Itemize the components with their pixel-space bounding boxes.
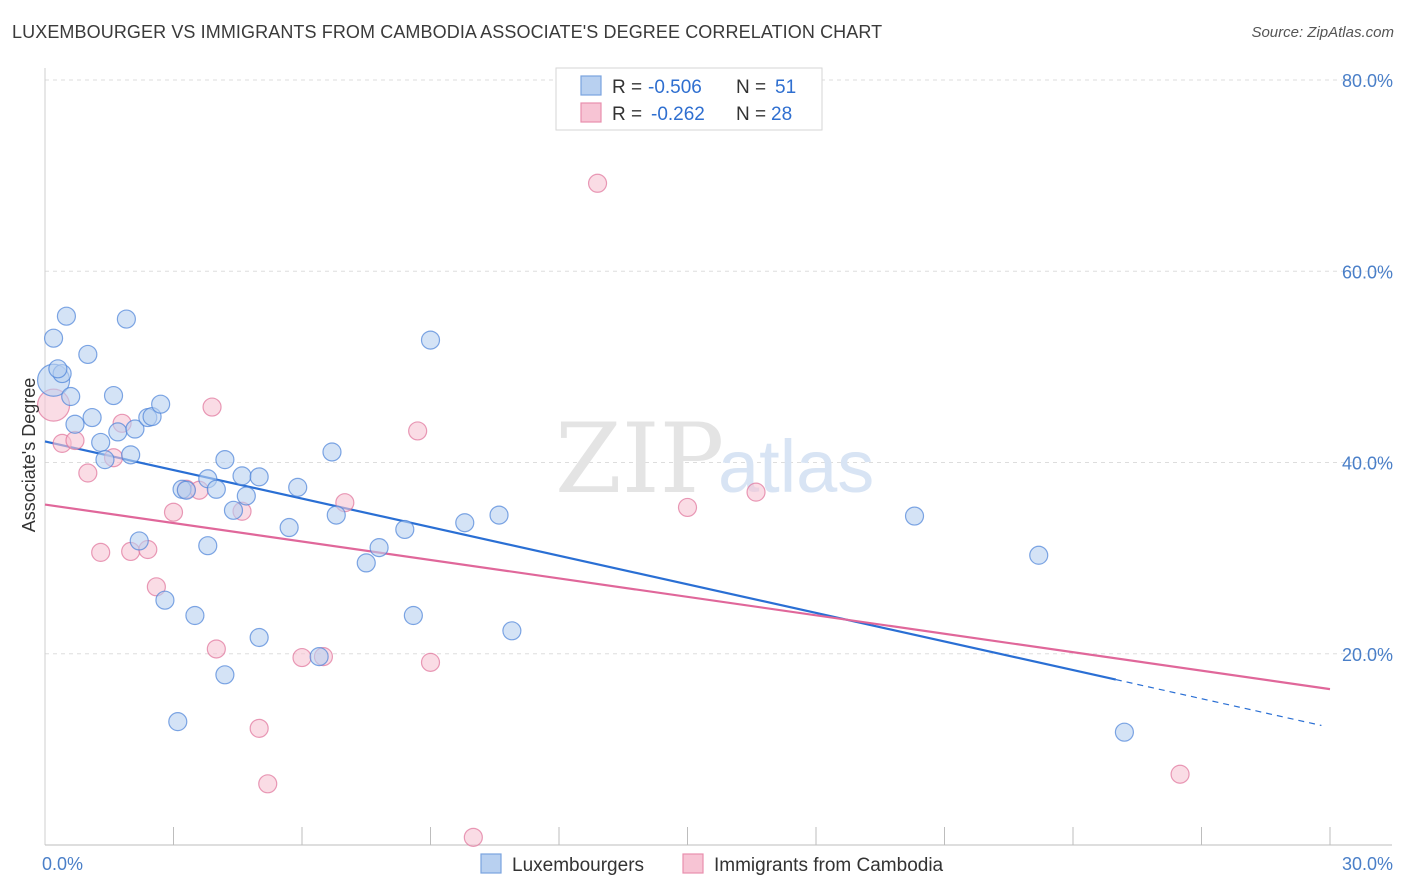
luxembourger-point-20 bbox=[168, 712, 188, 732]
series-legend: Luxembourgers Immigrants from Cambodia bbox=[480, 853, 944, 876]
luxembourger-point-36 bbox=[309, 647, 329, 667]
watermark-atlas: atlas bbox=[718, 425, 874, 508]
cambodia-point-18 bbox=[292, 647, 312, 668]
cambodia-point-9 bbox=[146, 577, 166, 597]
luxembourger-point-38 bbox=[326, 505, 346, 525]
luxembourger-point-28 bbox=[215, 665, 235, 685]
luxembourger-point-46 bbox=[502, 621, 522, 641]
trend-lines bbox=[44, 440, 1331, 727]
y-axis-label: Associate's Degree bbox=[19, 378, 39, 533]
cambodia-point-13 bbox=[202, 397, 222, 417]
luxembourger-point-13 bbox=[121, 445, 141, 465]
luxembourger-point-31 bbox=[236, 486, 256, 506]
legend: R = -0.506 N = 51 R = -0.262 N = 28 bbox=[555, 67, 823, 131]
chart-title: LUXEMBOURGER VS IMMIGRANTS FROM CAMBODIA… bbox=[12, 22, 883, 42]
legend-r-label-2: R = bbox=[612, 104, 642, 125]
cambodia-point-4 bbox=[91, 542, 111, 562]
watermark: ZIP atlas bbox=[555, 403, 874, 515]
luxembourger-point-37 bbox=[322, 442, 342, 462]
luxembourger-point-7 bbox=[82, 407, 102, 428]
luxembourger-point-48 bbox=[1029, 545, 1049, 565]
luxembourger-point-19 bbox=[155, 590, 175, 610]
luxembourger-point-23 bbox=[185, 605, 205, 626]
cambodia-point-27 bbox=[1170, 764, 1190, 784]
luxembourger-point-45 bbox=[489, 505, 509, 525]
luxembourger-point-14 bbox=[125, 419, 145, 439]
legend-r-label-1: R = bbox=[612, 77, 642, 98]
cambodia-point-2 bbox=[65, 430, 85, 451]
luxembourger-point-29 bbox=[223, 500, 244, 520]
y-tick-label-3: 80.0% bbox=[1342, 71, 1393, 91]
legend-n-value-2: 28 bbox=[771, 104, 792, 125]
luxembourger-point-47 bbox=[904, 506, 925, 526]
luxembourger-point-4 bbox=[61, 386, 81, 407]
luxembourger-point-9 bbox=[95, 450, 115, 470]
y-tick-label-2: 60.0% bbox=[1342, 262, 1393, 282]
luxembourger-point-42 bbox=[403, 605, 423, 626]
legend-n-value-1: 51 bbox=[775, 77, 796, 98]
cambodia-point-3 bbox=[78, 463, 98, 483]
luxembourger-trend-extension bbox=[1115, 678, 1322, 727]
cambodia-point-14 bbox=[206, 639, 226, 659]
data-points bbox=[36, 173, 1190, 847]
luxembourger-point-27 bbox=[215, 450, 235, 470]
series-legend-swatch-luxembourgers bbox=[480, 853, 502, 874]
cambodia-point-23 bbox=[463, 827, 483, 847]
legend-swatch-cambodia bbox=[580, 102, 602, 123]
cambodia-point-22 bbox=[420, 652, 441, 672]
legend-swatch-luxembourgers bbox=[580, 75, 602, 96]
cambodia-point-17 bbox=[258, 774, 278, 794]
luxembourger-point-49 bbox=[1114, 722, 1135, 742]
axes bbox=[44, 68, 1392, 846]
cambodia-trend-line bbox=[44, 503, 1331, 691]
luxembourger-point-5 bbox=[65, 414, 85, 434]
luxembourger-point-44 bbox=[455, 513, 475, 533]
luxembourger-point-32 bbox=[249, 467, 269, 487]
legend-n-label-2: N = bbox=[736, 104, 766, 125]
cambodia-point-24 bbox=[587, 173, 608, 193]
luxembourger-point-6 bbox=[78, 344, 98, 365]
luxembourger-point-34 bbox=[279, 517, 299, 538]
luxembourger-point-3 bbox=[56, 306, 77, 326]
grid-lines bbox=[45, 79, 1392, 655]
y-tick-label-1: 40.0% bbox=[1342, 454, 1393, 474]
series-legend-cambodia: Immigrants from Cambodia bbox=[714, 855, 944, 876]
x-tick-label-0: 0.0% bbox=[42, 854, 83, 874]
luxembourger-point-24 bbox=[198, 536, 218, 556]
luxembourger-point-39 bbox=[356, 553, 376, 573]
series-legend-luxembourgers: Luxembourgers bbox=[512, 855, 644, 876]
luxembourger-point-33 bbox=[249, 627, 269, 648]
cambodia-point-21 bbox=[408, 421, 428, 441]
y-tick-label-0: 20.0% bbox=[1342, 645, 1393, 665]
luxembourger-point-35 bbox=[288, 477, 308, 497]
luxembourger-point-15 bbox=[129, 531, 149, 551]
cambodia-point-10 bbox=[163, 502, 184, 522]
luxembourger-point-12 bbox=[116, 309, 136, 329]
luxembourger-point-40 bbox=[369, 538, 389, 558]
luxembourger-point-41 bbox=[395, 519, 415, 540]
luxembourger-point-50 bbox=[48, 359, 68, 379]
luxembourger-point-10 bbox=[103, 385, 124, 406]
x-tick-label-1: 30.0% bbox=[1342, 854, 1393, 874]
luxembourger-point-18 bbox=[151, 394, 171, 414]
tick-labels: 20.0% 40.0% 60.0% 80.0% 0.0% 30.0% bbox=[42, 71, 1393, 874]
source-label: Source: ZipAtlas.com bbox=[1251, 24, 1394, 41]
luxembourger-point-26 bbox=[206, 479, 226, 499]
cambodia-point-16 bbox=[249, 718, 269, 738]
luxembourger-point-8 bbox=[91, 432, 111, 453]
legend-r-value-1: -0.506 bbox=[648, 77, 702, 98]
luxembourger-point-30 bbox=[232, 466, 252, 486]
legend-n-label-1: N = bbox=[736, 77, 766, 98]
cambodia-point-25 bbox=[677, 497, 698, 518]
series-legend-swatch-cambodia bbox=[682, 853, 704, 874]
watermark-zip: ZIP bbox=[555, 403, 724, 515]
luxembourger-point-11 bbox=[108, 422, 128, 442]
luxembourger-point-43 bbox=[420, 330, 441, 350]
cambodia-point-26 bbox=[746, 482, 766, 502]
legend-r-value-2: -0.262 bbox=[651, 104, 705, 125]
luxembourger-point-22 bbox=[176, 480, 196, 500]
luxembourger-point-1 bbox=[43, 328, 64, 348]
luxembourger-trend-line bbox=[44, 440, 1117, 681]
